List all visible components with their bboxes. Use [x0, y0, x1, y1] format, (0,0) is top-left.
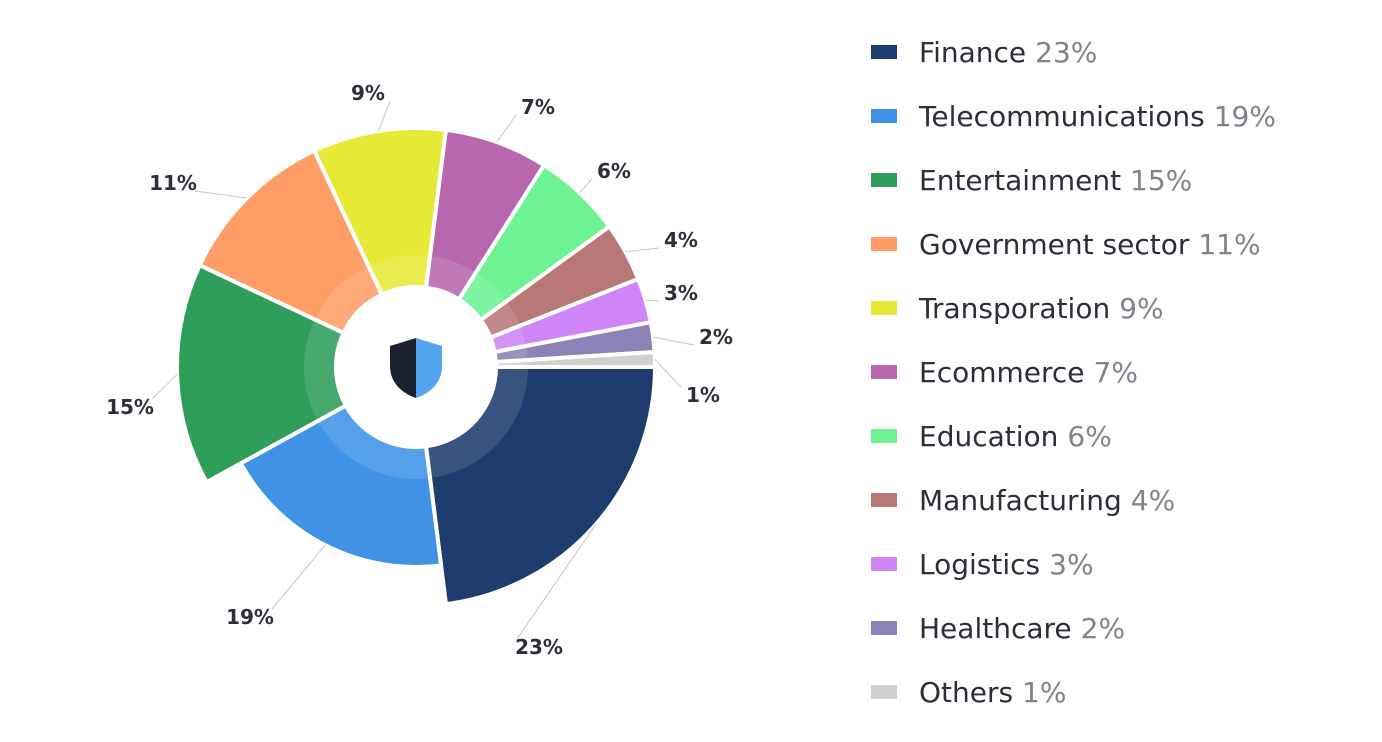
legend-label: Healthcare: [919, 611, 1072, 645]
leader-line: [194, 190, 248, 199]
legend-item-telecommunications[interactable]: Telecommunications 19%: [871, 84, 1371, 148]
legend-swatch: [871, 301, 897, 315]
legend-label: Finance: [919, 35, 1027, 69]
legend-percent: 23%: [1035, 35, 1098, 69]
legend-label: Telecommunications: [919, 99, 1205, 133]
leader-line: [378, 100, 391, 132]
legend-percent: 19%: [1213, 99, 1276, 133]
legend-percent: 15%: [1130, 163, 1193, 197]
slice-label: 6%: [597, 159, 631, 183]
legend-label: Transporation: [919, 291, 1111, 325]
legend-percent: 2%: [1080, 611, 1126, 645]
legend: Finance 23% Telecommunications 19% Enter…: [871, 20, 1371, 724]
legend-item-logistics[interactable]: Logistics 3%: [871, 532, 1371, 596]
legend-swatch: [871, 365, 897, 379]
legend-item-education[interactable]: Education 6%: [871, 404, 1371, 468]
donut-chart: 23% 19% 15% 11% 9% 7% 6% 4% 3%2% 1%: [106, 81, 733, 659]
legend-label: Entertainment: [919, 163, 1122, 197]
slice-label: 7%: [521, 95, 555, 119]
slice-label: 9%: [351, 81, 385, 105]
legend-swatch: [871, 557, 897, 571]
legend-swatch: [871, 429, 897, 443]
legend-percent: 1%: [1022, 675, 1067, 709]
legend-percent: 9%: [1119, 291, 1164, 325]
leader-line: [496, 114, 517, 143]
legend-label: Education: [919, 419, 1059, 453]
legend-label: Government sector: [919, 227, 1190, 261]
legend-item-healthcare[interactable]: Healthcare 2%: [871, 596, 1371, 660]
slice-labels: 23% 19% 15% 11% 9% 7% 6% 4% 3%2% 1%: [106, 81, 733, 659]
leader-line: [151, 374, 178, 400]
slice-label: 1%: [686, 383, 720, 407]
leader-line: [516, 524, 596, 640]
legend-swatch: [871, 45, 897, 59]
slice-label: 4%: [664, 228, 698, 252]
legend-percent: 3%: [1049, 547, 1094, 581]
legend-item-others[interactable]: Others 1%: [871, 660, 1371, 724]
legend-label: Others: [919, 675, 1014, 709]
slice-label: 11%: [149, 171, 197, 195]
leader-line: [579, 178, 593, 194]
leader-line: [645, 299, 660, 302]
legend-swatch: [871, 685, 897, 699]
legend-label: Manufacturing: [919, 483, 1122, 517]
legend-swatch: [871, 109, 897, 123]
slice-label: 23%: [515, 635, 563, 659]
legend-item-ecommerce[interactable]: Ecommerce 7%: [871, 340, 1371, 404]
legend-item-transporation[interactable]: Transporation 9%: [871, 276, 1371, 340]
slice-label: 15%: [106, 395, 154, 419]
legend-percent: 7%: [1093, 355, 1138, 389]
leader-line: [625, 247, 660, 253]
leader-lines: [151, 100, 695, 640]
shield-icon: [390, 338, 442, 398]
legend-item-government-sector[interactable]: Government sector 11%: [871, 212, 1371, 276]
leader-line: [654, 359, 682, 388]
legend-label: Logistics: [919, 547, 1041, 581]
legend-item-finance[interactable]: Finance 23%: [871, 20, 1371, 84]
legend-percent: 11%: [1198, 227, 1261, 261]
slice-label: 19%: [226, 605, 274, 629]
legend-item-manufacturing[interactable]: Manufacturing 4%: [871, 468, 1371, 532]
legend-item-entertainment[interactable]: Entertainment 15%: [871, 148, 1371, 212]
legend-percent: 4%: [1130, 483, 1176, 517]
slice-label: 3%: [664, 281, 698, 305]
legend-label: Ecommerce: [919, 355, 1085, 389]
legend-percent: 6%: [1067, 419, 1112, 453]
legend-swatch: [871, 621, 897, 635]
leader-line: [271, 544, 326, 610]
legend-swatch: [871, 237, 897, 251]
slice-label: 2%: [699, 325, 733, 349]
legend-swatch: [871, 173, 897, 187]
leader-line: [653, 336, 695, 346]
legend-swatch: [871, 493, 897, 507]
